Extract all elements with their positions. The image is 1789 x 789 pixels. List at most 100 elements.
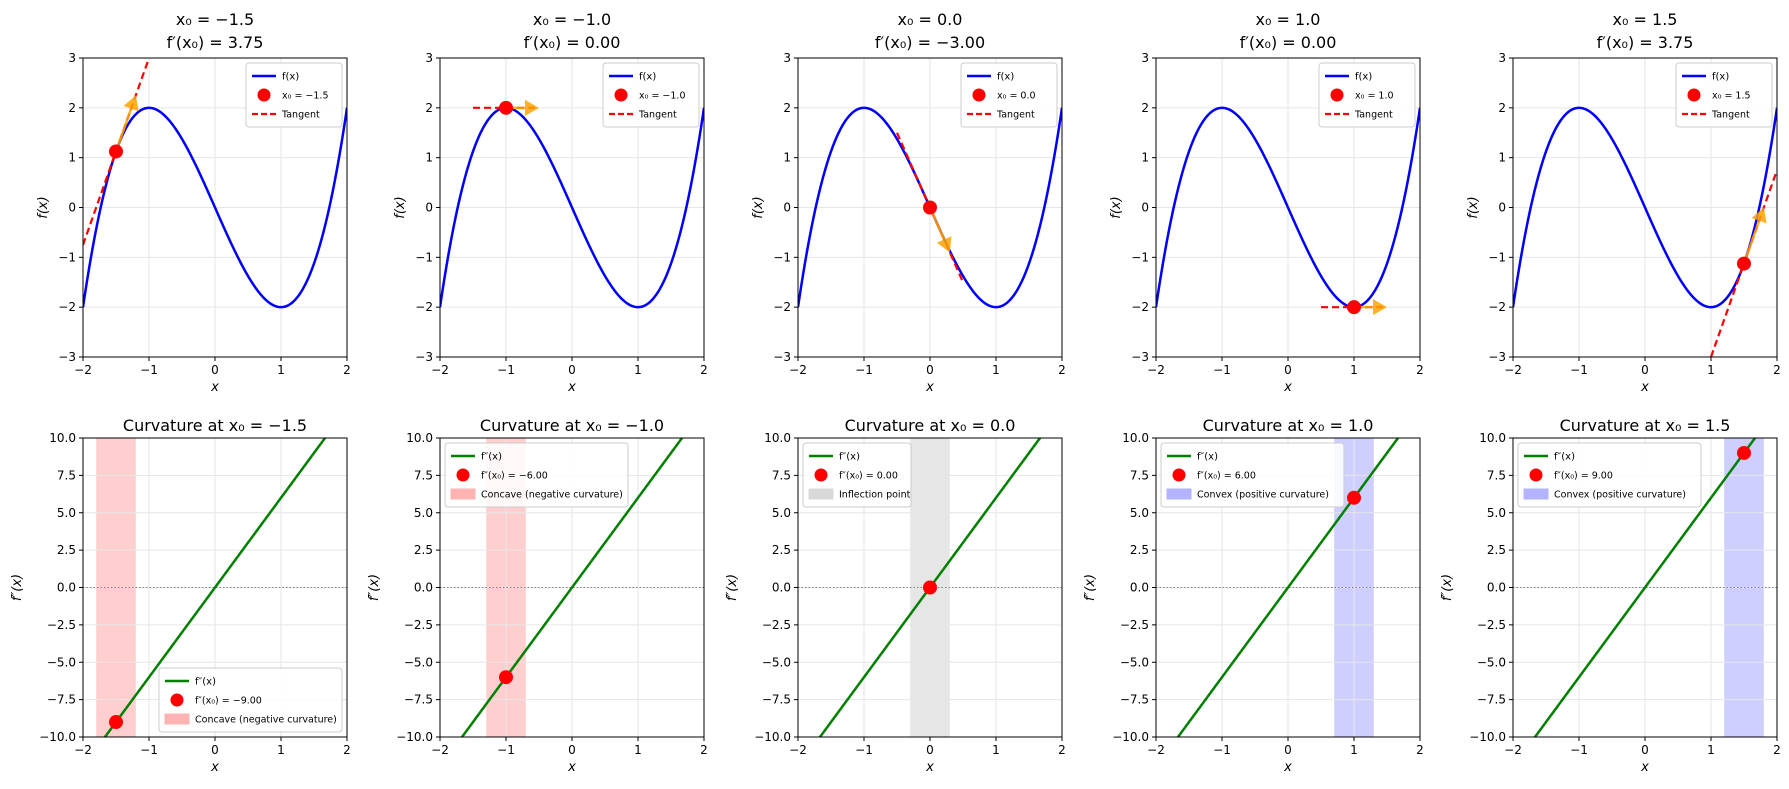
panel-title-line2: f′(x₀) = 0.00	[1240, 33, 1337, 52]
legend-entry-1: f″(x)	[1554, 452, 1575, 463]
x-tick-label: −2	[1504, 363, 1522, 377]
x-axis-label: x	[210, 760, 219, 775]
legend-frame	[1517, 442, 1702, 508]
legend-entry-2: x₀ = −1.0	[639, 91, 686, 102]
y-tick-label: 0	[1141, 201, 1149, 215]
panel-title-line1: x₀ = −1.0	[533, 10, 611, 29]
x-tick-label: −1	[140, 743, 158, 757]
legend-entry-2: f″(x₀) = 6.00	[1197, 471, 1256, 482]
legend: f(x) x₀ = 0.0 Tangent	[960, 62, 1058, 128]
y-tick-label: 2	[425, 101, 433, 115]
x-tick-label: −1	[497, 743, 515, 757]
x-tick-label: −2	[431, 363, 449, 377]
legend-entry-2: x₀ = 1.5	[1712, 91, 1751, 102]
x-tick-label: −1	[1213, 363, 1231, 377]
y-tick-label: −2.5	[1120, 618, 1149, 632]
point-x0	[109, 144, 123, 159]
x-tick-label: 0	[926, 363, 934, 377]
legend-entry-1: f(x)	[997, 72, 1014, 83]
y-tick-label: −2.5	[404, 618, 433, 632]
y-tick-label: 3	[1498, 51, 1506, 65]
y-tick-label: −2	[1488, 300, 1506, 314]
y-tick-label: −2	[773, 300, 791, 314]
x-tick-label: 0	[1641, 743, 1649, 757]
panel-title-line1: x₀ = 1.5	[1613, 10, 1678, 29]
y-tick-label: 2	[1498, 101, 1506, 115]
direction-arrow-head	[1751, 207, 1767, 224]
y-tick-label: −3	[415, 350, 433, 364]
legend-frame	[158, 667, 343, 733]
y-tick-label: −2	[415, 300, 433, 314]
y-tick-label: 0	[68, 201, 76, 215]
x-axis-label: x	[210, 380, 219, 395]
y-tick-label: 3	[783, 51, 791, 65]
x-tick-label: 1	[634, 743, 642, 757]
y-tick-label: 0	[783, 201, 791, 215]
panel-title-line1: x₀ = −1.5	[176, 10, 254, 29]
legend-point-swatch	[1687, 88, 1701, 102]
y-tick-label: 2.5	[414, 543, 433, 557]
x-tick-label: −2	[789, 743, 807, 757]
y-tick-label: −10.0	[754, 730, 791, 744]
y-tick-label: 10.0	[1479, 431, 1506, 445]
legend-frame	[444, 442, 629, 508]
x-tick-label: 0	[1641, 363, 1649, 377]
legend-entry-3: Tangent	[1711, 110, 1750, 121]
legend-entry-2: f″(x₀) = −9.00	[195, 696, 262, 707]
y-tick-label: −3	[1131, 350, 1149, 364]
legend-point-swatch	[1529, 468, 1543, 482]
legend-entry-2: x₀ = −1.5	[282, 91, 329, 102]
y-tick-label: −7.5	[47, 693, 76, 707]
legend-region-swatch	[808, 488, 834, 500]
legend-frame	[602, 62, 700, 128]
point-x0	[1347, 490, 1361, 505]
y-axis-label: f(x)	[36, 196, 51, 218]
x-tick-label: 2	[700, 743, 708, 757]
x-tick-label: 0	[568, 743, 576, 757]
panel-bottom-3: −2 −1 0 1 2 −10.0 −7.5 −5.0 −2.5 0.0 2.5 5.0 7.5 10.0…	[725, 416, 1066, 775]
y-tick-label: 5.0	[1487, 506, 1506, 520]
x-tick-label: 0	[211, 363, 219, 377]
y-axis-label: f″(x)	[1440, 574, 1455, 601]
legend-entry-2: f″(x₀) = 9.00	[1554, 471, 1613, 482]
function-curve	[1156, 106, 1420, 309]
y-tick-label: 10.0	[49, 431, 76, 445]
legend-entry-3: Concave (negative curvature)	[195, 715, 337, 726]
x-tick-label: 1	[277, 363, 285, 377]
legend-entry-1: f″(x)	[195, 677, 216, 688]
legend-entry-1: f(x)	[1355, 72, 1372, 83]
x-tick-label: 0	[1284, 743, 1292, 757]
y-tick-label: −5.0	[47, 655, 76, 669]
x-tick-label: −1	[855, 363, 873, 377]
y-tick-label: 7.5	[57, 468, 76, 482]
y-tick-label: −2	[1131, 300, 1149, 314]
x-tick-label: 1	[1707, 743, 1715, 757]
point-x0	[1347, 300, 1361, 315]
x-axis-label: x	[1283, 760, 1292, 775]
x-axis-label: x	[925, 380, 934, 395]
y-tick-label: −1	[1488, 250, 1506, 264]
x-tick-label: −1	[1570, 743, 1588, 757]
panel-title: Curvature at x₀ = 1.0	[1203, 416, 1374, 435]
y-tick-label: 2	[1141, 101, 1149, 115]
x-tick-label: −2	[1147, 363, 1165, 377]
x-tick-label: 0	[926, 743, 934, 757]
legend-entry-3: Concave (negative curvature)	[481, 490, 623, 501]
y-tick-label: 1	[1498, 151, 1506, 165]
direction-arrow-head	[123, 95, 139, 112]
x-tick-label: −2	[1504, 743, 1522, 757]
y-tick-label: 0	[425, 201, 433, 215]
legend-point-swatch	[614, 88, 628, 102]
legend: f″(x) f″(x₀) = −9.00 Concave (negative cur…	[158, 667, 343, 733]
second-derivative-curve	[460, 438, 684, 737]
legend-entry-2: f″(x₀) = −6.00	[481, 471, 548, 482]
y-tick-label: −2	[58, 300, 76, 314]
x-tick-label: −1	[855, 743, 873, 757]
legend-entry-3: Tangent	[996, 110, 1035, 121]
y-tick-label: 1	[1141, 151, 1149, 165]
y-axis-label: f″(x)	[10, 574, 25, 601]
y-tick-label: −7.5	[762, 693, 791, 707]
